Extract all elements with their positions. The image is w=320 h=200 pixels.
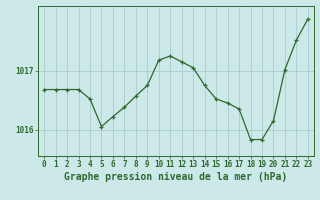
X-axis label: Graphe pression niveau de la mer (hPa): Graphe pression niveau de la mer (hPa) [64,172,288,182]
